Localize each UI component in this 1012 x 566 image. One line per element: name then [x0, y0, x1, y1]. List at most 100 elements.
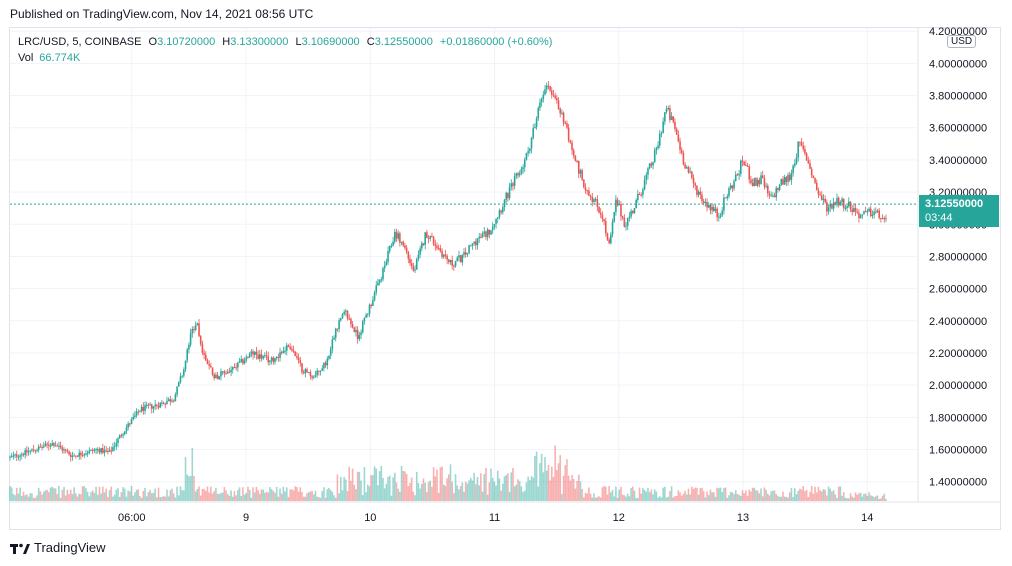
candle-body — [692, 177, 695, 184]
candle-body — [662, 121, 664, 133]
volume-bar — [837, 486, 840, 501]
volume-bar — [142, 490, 145, 501]
volume-bar — [130, 486, 133, 501]
candle-body — [679, 141, 681, 150]
volume-bar — [122, 487, 124, 501]
volume-bar — [426, 491, 428, 501]
volume-bar — [76, 496, 79, 501]
volume-bar — [694, 487, 697, 501]
volume-bar — [147, 492, 150, 501]
volume-bar — [282, 486, 285, 501]
volume-label[interactable]: Vol — [18, 52, 34, 64]
price-tick-label: 2.20000000 — [929, 348, 987, 360]
volume-bar — [518, 481, 521, 501]
volume-bar — [233, 491, 236, 501]
candle-body — [31, 449, 33, 451]
candle-body — [837, 197, 840, 206]
candle-body — [162, 402, 165, 404]
volume-bar — [264, 492, 266, 501]
candle-body — [745, 164, 747, 166]
candle-body — [677, 134, 680, 142]
volume-bar — [599, 497, 602, 501]
volume-bar — [368, 486, 371, 501]
candle-body — [382, 268, 384, 280]
volume-bar — [358, 471, 361, 501]
candle-body — [139, 411, 141, 413]
volume-bar — [469, 477, 472, 501]
close-label: C — [366, 36, 375, 48]
volume-bar — [574, 488, 577, 501]
candle-body — [689, 171, 691, 173]
volume-bar — [167, 496, 170, 501]
candle-body — [498, 210, 501, 218]
tradingview-brand: TradingView — [34, 540, 106, 555]
candle-body — [375, 285, 378, 293]
volume-bar — [181, 490, 183, 501]
volume-bar — [802, 486, 805, 501]
volume-bar — [59, 497, 62, 501]
volume-bar — [697, 494, 700, 501]
candle-body — [48, 444, 50, 446]
candle-body — [291, 348, 293, 351]
candle-body — [231, 367, 234, 370]
volume-bar — [643, 490, 646, 501]
candle-body — [660, 132, 663, 134]
candle-body — [574, 155, 577, 161]
volume-bar — [437, 492, 440, 501]
volume-bar — [559, 455, 562, 501]
candle-body — [26, 450, 28, 453]
candle-body — [667, 108, 670, 110]
candle-body — [14, 454, 16, 456]
chart-frame[interactable] — [9, 27, 1001, 530]
candle-body — [772, 195, 774, 197]
candle-body — [672, 116, 675, 122]
volume-bar — [95, 486, 97, 501]
price-tick-label: 2.80000000 — [929, 251, 987, 263]
volume-bar — [760, 488, 762, 501]
volume-bar — [572, 478, 575, 501]
tradingview-footer[interactable]: TradingView — [10, 540, 106, 555]
candle-body — [64, 449, 67, 451]
volume-bar — [235, 495, 237, 501]
volume-bar — [296, 487, 298, 501]
volume-bar — [252, 487, 254, 501]
candle-body — [758, 179, 761, 185]
candle-body — [866, 211, 869, 213]
volume-bar — [83, 486, 86, 501]
volume-bar — [620, 486, 622, 501]
currency-badge[interactable]: USD — [947, 35, 977, 48]
candle-body — [309, 372, 312, 377]
volume-bar — [826, 495, 828, 501]
volume-bar — [628, 496, 631, 501]
volume-bar — [169, 490, 172, 501]
volume-bar — [712, 492, 715, 501]
candle-body — [252, 351, 254, 355]
candle-body — [125, 427, 128, 432]
candle-body — [792, 165, 794, 174]
candle-body — [56, 445, 59, 447]
candle-body — [24, 450, 26, 455]
candle-body — [270, 357, 273, 361]
candle-body — [363, 317, 366, 322]
volume-bar — [329, 489, 332, 501]
candle-body — [586, 190, 589, 192]
candle-body — [633, 208, 636, 214]
candle-body — [566, 123, 568, 128]
volume-bar — [96, 494, 99, 501]
candle-body — [289, 346, 291, 349]
candle-body — [809, 163, 811, 169]
volume-bar — [829, 488, 832, 501]
volume-bar — [157, 487, 160, 501]
volume-bar — [601, 487, 604, 501]
volume-bar — [566, 459, 568, 501]
candle-body — [520, 169, 523, 174]
candle-body — [755, 178, 757, 186]
symbol-label[interactable]: LRC/USD, 5, COINBASE — [18, 36, 142, 48]
candle-body — [763, 178, 766, 187]
volume-bar — [527, 476, 529, 501]
volume-bar — [878, 498, 880, 501]
candle-body — [169, 399, 172, 402]
volume-bar — [765, 489, 767, 501]
candle-body — [513, 176, 516, 186]
